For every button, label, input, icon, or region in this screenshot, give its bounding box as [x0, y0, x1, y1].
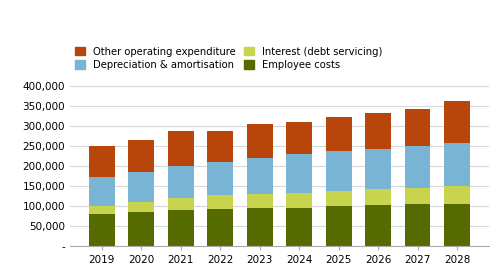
Bar	[247, 124, 272, 158]
Bar	[89, 146, 115, 177]
Bar	[405, 204, 431, 246]
Bar	[168, 131, 194, 166]
Bar	[405, 188, 431, 204]
Bar	[208, 162, 233, 195]
Bar	[247, 158, 272, 194]
Bar	[208, 195, 233, 209]
Bar	[405, 109, 431, 146]
Bar	[286, 122, 312, 154]
Bar	[286, 193, 312, 207]
Bar	[247, 194, 272, 208]
Legend: Other operating expenditure, Depreciation & amortisation, Interest (debt servici: Other operating expenditure, Depreciatio…	[75, 46, 382, 70]
Bar	[128, 212, 154, 246]
Bar	[208, 209, 233, 246]
Bar	[444, 101, 470, 143]
Bar	[168, 210, 194, 246]
Bar	[326, 151, 351, 191]
Bar	[168, 198, 194, 210]
Bar	[286, 207, 312, 246]
Bar	[286, 154, 312, 193]
Bar	[247, 208, 272, 246]
Bar	[326, 206, 351, 246]
Bar	[208, 131, 233, 162]
Bar	[444, 186, 470, 204]
Bar	[89, 177, 115, 206]
Bar	[326, 191, 351, 206]
Bar	[365, 149, 391, 189]
Bar	[89, 214, 115, 246]
Bar	[168, 166, 194, 198]
Bar	[444, 204, 470, 246]
Bar	[405, 146, 431, 188]
Bar	[128, 172, 154, 202]
Bar	[365, 189, 391, 205]
Bar	[365, 205, 391, 246]
Bar	[128, 202, 154, 212]
Bar	[89, 206, 115, 214]
Bar	[444, 143, 470, 186]
Bar	[365, 113, 391, 149]
Bar	[326, 117, 351, 151]
Bar	[128, 140, 154, 172]
